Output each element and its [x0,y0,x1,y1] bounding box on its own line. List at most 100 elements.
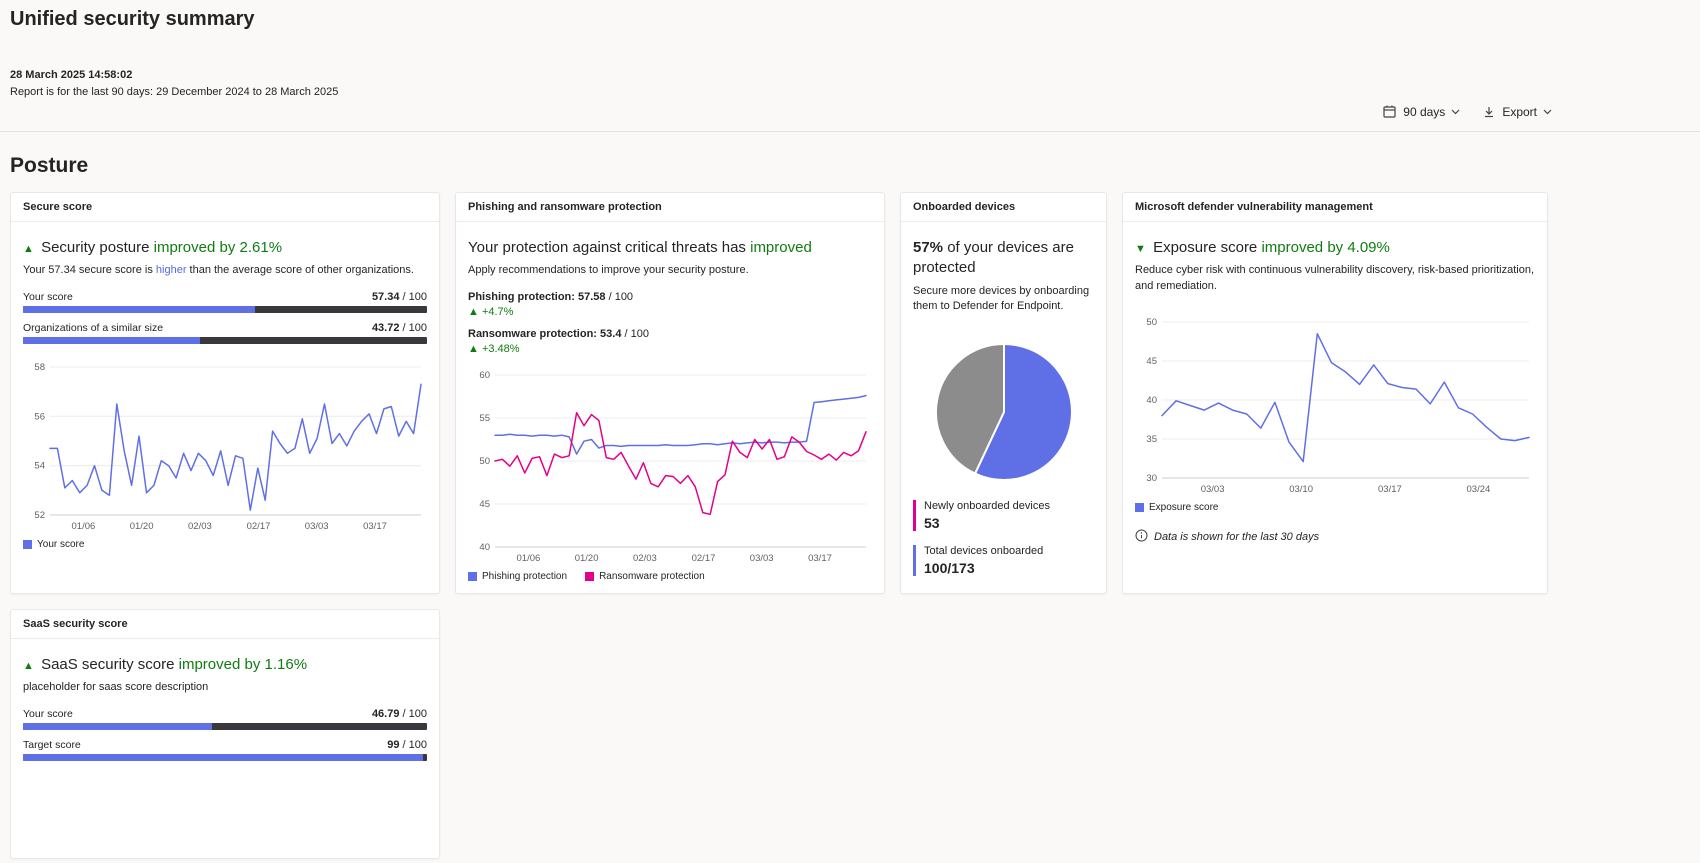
svg-text:01/20: 01/20 [130,521,154,532]
onboarded-devices-card: Onboarded devices 57% of your devices ar… [900,192,1107,594]
export-label: Export [1502,104,1537,119]
trend-up-icon: ▲ [23,243,34,255]
svg-text:35: 35 [1146,434,1157,445]
chevron-down-icon [1451,109,1460,115]
headline-text: SaaS security score [41,656,175,673]
card-body: Your protection against critical threats… [456,222,884,593]
legend-label: Exposure score [1149,502,1219,514]
svg-text:50: 50 [479,456,490,467]
bar-value: 43.72 / 100 [372,322,427,334]
card-headline: ▲ SaaS security score improved by 1.16% [23,655,427,675]
report-timestamp: 28 March 2025 14:58:02 [10,69,133,81]
card-headline: ▲ Security posture improved by 2.61% [23,238,427,258]
card-description: Reduce cyber risk with continuous vulner… [1135,264,1535,292]
info-icon [1135,529,1148,545]
bar-value-suffix: / 100 [399,290,427,303]
secure-score-card: Secure score ▲ Security posture improved… [10,192,440,594]
svg-text:45: 45 [1146,356,1157,367]
stat-suffix: / 100 [621,327,649,340]
legend-item: Your score [23,539,84,550]
card-header: Onboarded devices [901,193,1106,222]
score-bar-similar-orgs: Organizations of a similar size 43.72 / … [23,322,427,344]
pie-chart-wrap [913,342,1094,482]
score-bar-target-score: Target score 99 / 100 [23,739,427,761]
bar-value-number: 57.34 [371,290,400,303]
ransomware-protection-stat: Ransomware protection: 53.4 / 100 [468,328,872,340]
time-range-label: 90 days [1403,104,1446,119]
ransomware-delta: ▲ +3.48% [468,342,520,355]
svg-text:52: 52 [34,510,45,521]
stat-label: Phishing protection: 57.58 [468,290,606,303]
bar-value: 57.34 / 100 [372,291,427,303]
stat-value: 100/173 [924,560,975,577]
bar-value-suffix: / 100 [399,321,427,334]
legend-label: Your score [37,538,85,550]
svg-text:55: 55 [479,413,490,424]
score-bar-your-score: Your score 57.34 / 100 [23,291,427,313]
card-description: Secure more devices by onboarding them t… [913,284,1090,312]
download-icon [1482,105,1496,119]
svg-text:30: 30 [1146,473,1157,484]
bar-label: Your score [23,707,73,720]
stat-label: Newly onboarded devices [924,500,1050,513]
card-description: Apply recommendations to improve your se… [468,264,749,277]
bar-fill [23,336,200,344]
higher-link[interactable]: higher [155,264,187,277]
bar-label: Your score [23,290,73,303]
chart-legend: Your score [23,539,427,550]
card-header: Secure score [11,193,439,222]
time-range-button[interactable]: 90 days [1382,104,1460,119]
bar-fill [23,753,423,761]
legend-swatch-blue [23,539,32,549]
phishing-protection-stat: Phishing protection: 57.58 / 100 [468,291,872,303]
onboarded-pie-chart [934,342,1074,482]
svg-text:01/20: 01/20 [575,553,599,564]
svg-text:60: 60 [479,370,490,381]
svg-text:03/17: 03/17 [1378,484,1402,495]
svg-text:56: 56 [34,411,45,422]
vulnerability-management-card: Microsoft defender vulnerability managem… [1122,192,1548,594]
page-title: Unified security summary [10,8,255,30]
trend-up-icon: ▲ [23,660,34,672]
svg-text:01/06: 01/06 [72,521,96,532]
stat-label: Total devices onboarded [924,545,1044,558]
section-title-posture: Posture [10,154,89,177]
phishing-delta: ▲ +4.7% [468,305,514,318]
svg-text:03/03: 03/03 [750,553,774,564]
chart-legend: Phishing protection Ransomware protectio… [468,571,872,582]
card-header: SaaS security score [11,610,439,639]
cards-row-1: Secure score ▲ Security posture improved… [10,192,1700,594]
report-meta: 28 March 2025 14:58:02 Report is for the… [10,67,1552,100]
card-body: ▼ Exposure score improved by 4.09% Reduc… [1123,222,1547,593]
svg-text:40: 40 [479,542,490,553]
legend-item: Exposure score [1135,502,1218,513]
card-headline: ▼ Exposure score improved by 4.09% [1135,238,1535,258]
bar-track [23,753,427,761]
description-text: Your 57.34 secure score is [23,264,156,277]
svg-text:50: 50 [1146,317,1157,328]
export-button[interactable]: Export [1482,105,1552,119]
svg-text:03/17: 03/17 [808,553,832,564]
protection-chart: 40 45 50 55 60 01/06 01/20 02/03 02/17 03/03 03/17 [468,369,872,565]
legend-item: Phishing protection [468,571,567,582]
bar-label: Target score [23,738,81,751]
card-description: placeholder for saas score description [23,681,209,694]
svg-text:03/17: 03/17 [363,521,387,532]
chart-legend: Exposure score [1135,502,1535,513]
card-body: ▲ SaaS security score improved by 1.16% … [11,639,439,858]
protection-card: Phishing and ransomware protection Your … [455,192,885,594]
svg-text:03/03: 03/03 [1201,484,1225,495]
svg-text:45: 45 [479,499,490,510]
newly-onboarded-stat: Newly onboarded devices 53 [913,500,1094,532]
secure-score-chart: 52 54 56 58 01/06 01/20 02/03 02/17 03/03 03/17 [23,361,427,533]
svg-text:02/03: 02/03 [633,553,657,564]
headline-text: Security posture [41,239,150,256]
svg-text:02/17: 02/17 [692,553,716,564]
bar-fill [23,722,213,730]
cards-row-2: SaaS security score ▲ SaaS security scor… [10,609,1700,859]
card-header: Microsoft defender vulnerability managem… [1123,193,1547,222]
svg-text:03/24: 03/24 [1467,484,1491,495]
legend-swatch-blue [468,571,477,581]
chevron-down-icon [1543,109,1552,115]
bar-track [23,722,427,730]
